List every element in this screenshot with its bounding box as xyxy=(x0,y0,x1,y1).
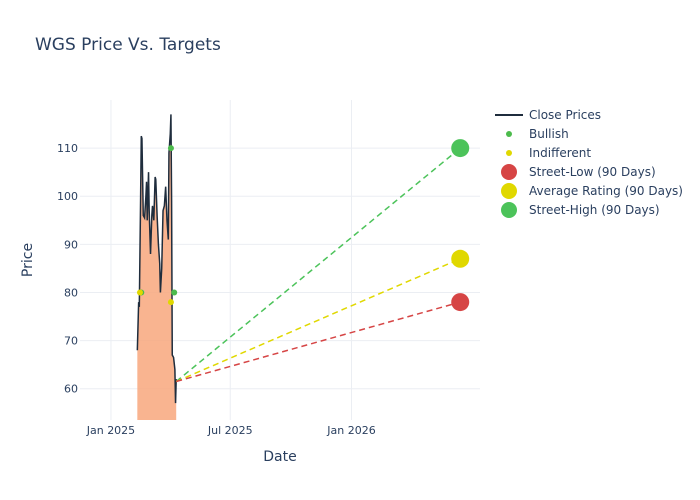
bullish-point-2 xyxy=(171,289,178,296)
y-axis-ticks: 60 70 80 90 100 110 xyxy=(57,142,78,396)
close-price-line xyxy=(136,114,177,404)
chart-title: WGS Price Vs. Targets xyxy=(35,35,221,55)
legend-label-5: Street-High (90 Days) xyxy=(529,203,660,217)
x-axis-ticks: Jan 2025 Jul 2025 Jan 2026 xyxy=(86,424,376,437)
indifferent-point-1 xyxy=(167,299,174,306)
legend-swatch-5 xyxy=(501,202,517,218)
x-axis-title: Date xyxy=(263,449,296,465)
legend-label-0: Close Prices xyxy=(529,108,601,122)
y-tick-label-5: 110 xyxy=(57,142,78,155)
y-axis-title: Price xyxy=(20,243,36,277)
legend-label-2: Indifferent xyxy=(529,146,591,160)
plot-points xyxy=(136,139,470,312)
indifferent-point-0 xyxy=(136,289,143,296)
legend-swatch-4 xyxy=(501,183,517,199)
y-tick-label-0: 60 xyxy=(64,383,78,396)
street-high-line xyxy=(175,147,461,383)
legend-label-4: Average Rating (90 Days) xyxy=(529,184,683,198)
legend-swatch-3 xyxy=(501,164,517,180)
y-tick-label-4: 100 xyxy=(57,190,78,203)
close-price-fill xyxy=(137,114,177,420)
y-tick-label-3: 90 xyxy=(64,238,78,251)
plot-lines xyxy=(136,114,461,404)
legend-swatch-1 xyxy=(506,131,512,137)
close-price-area xyxy=(137,114,177,420)
average-rating-marker xyxy=(451,249,470,268)
bullish-point-1 xyxy=(167,145,174,152)
legend-label-3: Street-Low (90 Days) xyxy=(529,165,656,179)
street-low-marker xyxy=(451,293,470,312)
x-tick-label-0: Jan 2025 xyxy=(86,424,135,437)
y-tick-label-1: 70 xyxy=(64,335,78,348)
x-tick-label-1: Jul 2025 xyxy=(207,424,253,437)
street-low-line xyxy=(176,301,461,383)
legend-label-1: Bullish xyxy=(529,127,569,141)
street-high-marker xyxy=(451,139,470,158)
legend-swatch-2 xyxy=(506,150,512,156)
x-tick-label-2: Jan 2026 xyxy=(326,424,375,437)
legend: Close Prices Bullish Indifferent Street-Low… xyxy=(495,108,683,218)
y-tick-label-2: 80 xyxy=(64,286,78,299)
average-rating-line xyxy=(175,258,461,383)
